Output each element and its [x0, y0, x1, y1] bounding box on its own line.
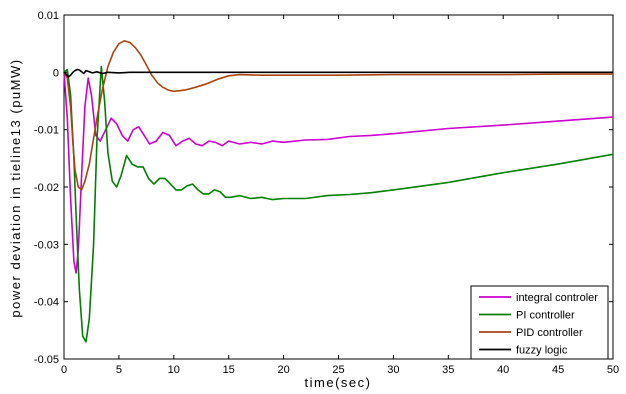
x-tick-label: 0: [61, 364, 67, 376]
y-tick-label: 0: [53, 67, 59, 79]
x-tick-label: 10: [168, 364, 180, 376]
series-line-integral-controler: [63, 72, 614, 274]
legend-entry: integral controler: [516, 292, 598, 304]
x-tick-label: 30: [387, 364, 399, 376]
y-tick-label: -0.05: [34, 354, 59, 366]
x-tick-label: 50: [607, 364, 619, 376]
x-axis-label: time(sec): [305, 375, 372, 390]
y-tick-label: -0.02: [34, 182, 59, 194]
legend: integral controler PI controller PID contr…: [470, 285, 609, 360]
x-tick-label: 45: [552, 364, 564, 376]
y-tick-label: -0.01: [34, 125, 59, 137]
legend-box: [470, 285, 609, 360]
legend-entry: PID controller: [516, 327, 583, 339]
x-tick-label: 35: [442, 364, 454, 376]
series-line-pi-controller: [63, 65, 614, 343]
y-tick-label: -0.03: [34, 239, 59, 251]
legend-entry: fuzzy logic: [516, 345, 568, 357]
series-line-pid-controller: [63, 39, 613, 191]
x-tick-label: 15: [223, 364, 235, 376]
x-tick-label: 5: [116, 364, 122, 376]
axis-ticks: 0 5 10 15 20 25 30 35 40 45 50 0.01 0 -0.01 -0.02 -0.03…: [34, 10, 619, 376]
legend-entry: PI controller: [516, 310, 575, 322]
x-tick-label: 40: [497, 364, 509, 376]
y-tick-label: 0.01: [38, 10, 59, 22]
x-tick-label: 20: [277, 364, 289, 376]
series-line-fuzzy-logic: [63, 68, 613, 78]
x-tick-label: 25: [332, 364, 344, 376]
y-axis-label: power deviation in tieline13 (puMW): [8, 58, 23, 317]
series-lines: [63, 39, 614, 343]
y-tick-label: -0.04: [34, 297, 59, 309]
